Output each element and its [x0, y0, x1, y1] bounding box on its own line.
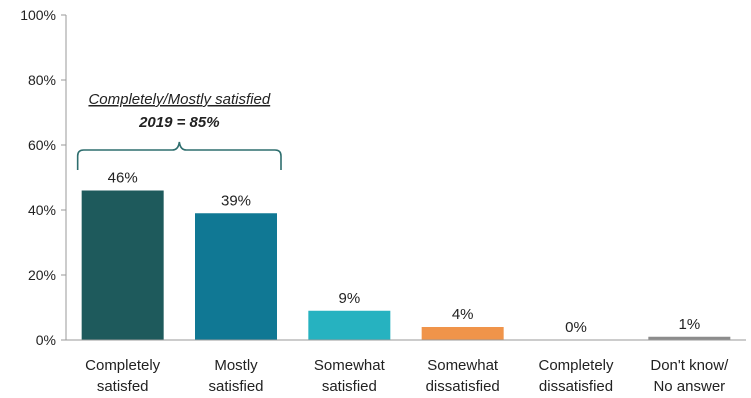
x-tick-label: dissatisfied — [426, 378, 500, 395]
x-tick-label: satisfied — [208, 378, 263, 395]
bar-value-label: 4% — [452, 306, 474, 323]
bar-value-label: 46% — [108, 170, 138, 187]
x-tick-label: Completely — [85, 357, 161, 374]
annotation-line-1: Completely/Mostly satisfied — [88, 91, 270, 108]
y-tick-label: 80% — [28, 72, 56, 88]
x-tick-label: dissatisfied — [539, 378, 613, 395]
x-tick-label: No answer — [653, 378, 725, 395]
x-tick-label: Mostly — [214, 357, 258, 374]
x-axis: Completely satisfed Mostly satisfied Somewha… — [66, 339, 746, 395]
y-tick-label: 100% — [20, 7, 56, 23]
bar-value-label: 9% — [338, 290, 360, 307]
value-labels: 46% 39% 9% 4% 0% 1% — [108, 170, 701, 337]
bar — [648, 336, 731, 340]
y-tick-label: 0% — [36, 332, 56, 348]
bar — [421, 327, 504, 340]
x-tick-label: Completely — [538, 357, 614, 374]
y-tick-label: 60% — [28, 137, 56, 153]
bars — [81, 190, 731, 340]
x-tick-label: satisfied — [322, 378, 377, 395]
annotation-bracket — [76, 141, 282, 170]
x-tick-label: satisfed — [97, 378, 149, 395]
x-tick-label: Don't know/ — [650, 357, 729, 374]
x-tick-label: Somewhat — [427, 357, 499, 374]
bar-value-label: 0% — [565, 319, 587, 336]
bar-value-label: 1% — [678, 316, 700, 333]
y-tick-label: 40% — [28, 202, 56, 218]
bar — [308, 310, 391, 340]
y-tick-label: 20% — [28, 267, 56, 283]
y-axis: 0% 20% 40% 60% 80% 100% — [20, 7, 67, 348]
bar — [81, 190, 164, 340]
x-tick-label: Somewhat — [314, 357, 386, 374]
annotation-line-2: 2019 = 85% — [138, 114, 220, 131]
satisfaction-annotation: Completely/Mostly satisfied 2019 = 85% — [76, 91, 282, 170]
bar-value-label: 39% — [221, 192, 251, 209]
bar — [195, 213, 277, 340]
